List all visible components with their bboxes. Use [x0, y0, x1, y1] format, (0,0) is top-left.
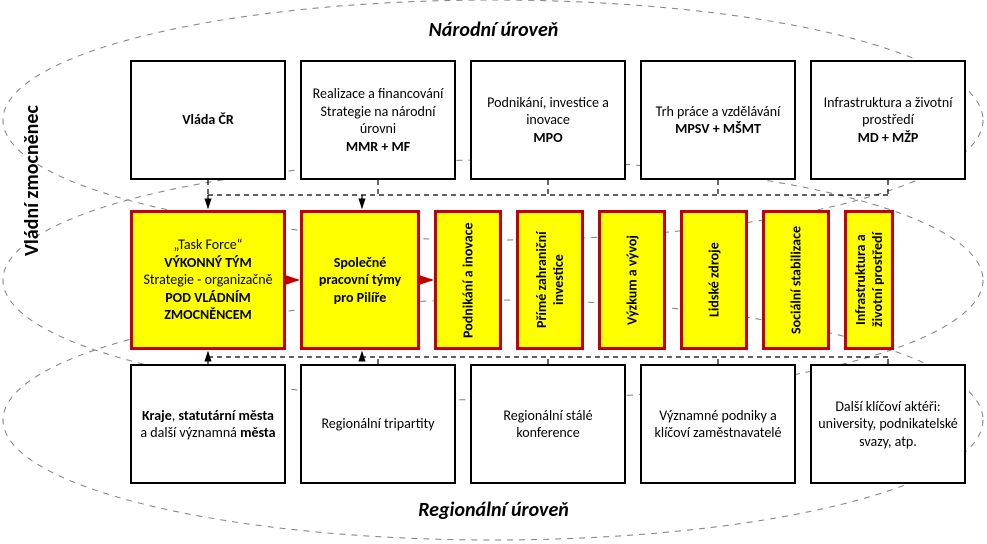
diagram-box: Společné pracovní týmy pro Pilíře [300, 210, 420, 350]
diagram-box: Další klíčoví aktéři: university, podnik… [810, 364, 966, 484]
diagram-box: Infrastruktura a životní prostředíMD + M… [810, 60, 966, 180]
diagram-box: „Task Force“VÝKONNÝ TÝMStrategie - organ… [130, 210, 286, 350]
row-taskforce: „Task Force“VÝKONNÝ TÝMStrategie - organ… [130, 210, 894, 350]
pillar: Lidské zdroje [680, 210, 748, 350]
diagram-box: Podnikání, investice a inovaceMPO [470, 60, 626, 180]
side-label: Vládní zmocněnec [20, 105, 44, 256]
diagram-box: Kraje, statutární města a další významná… [130, 364, 286, 484]
diagram-box: Významné podniky a klíčoví zaměstnavatel… [640, 364, 796, 484]
row-regional: Kraje, statutární města a další významná… [130, 364, 966, 484]
pillar: Infrastruktura a životní prostředí [844, 210, 894, 350]
row-national: Vláda ČRRealizace a financování Strategi… [130, 60, 966, 180]
diagram-box: Trh práce a vzděláváníMPSV + MŠMT [640, 60, 796, 180]
diagram-box: Vláda ČR [130, 60, 286, 180]
title-top: Národní úroveň [0, 18, 987, 42]
pillar: Sociální stabilizace [762, 210, 830, 350]
pillar: Výzkum a vývoj [598, 210, 666, 350]
diagram-box: Regionální stálé konference [470, 364, 626, 484]
diagram-box: Regionální tripartity [300, 364, 456, 484]
title-bottom: Regionální úroveň [0, 498, 987, 522]
diagram-box: Realizace a financování Strategie na nár… [300, 60, 456, 180]
pillar: Podnikání a inovace [434, 210, 502, 350]
pillar: Přímé zahraniční investice [516, 210, 584, 350]
